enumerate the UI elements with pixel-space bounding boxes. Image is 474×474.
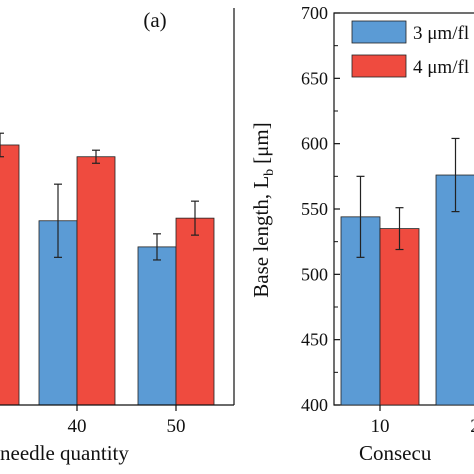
legend-label-series1: 3 μm/fl (413, 23, 469, 44)
legend: 3 μm/fl 4 μm/fl (351, 20, 469, 78)
error-bar-partial (0, 132, 4, 158)
y-axis-label-subscript: b (262, 169, 277, 176)
y-tick-label-600: 600 (301, 134, 328, 154)
panel-b-x-axis-label: Consecu (359, 441, 432, 465)
panel-b: 400 450 500 550 600 650 700 10 2 Base length, L… (249, 3, 474, 465)
legend-swatch-series2 (351, 54, 407, 78)
y-axis-label-main: Base length, L (249, 176, 273, 298)
error-bar-40-series2 (92, 149, 100, 164)
panel-a-marks (0, 132, 215, 406)
panel-b-y-axis-label: Base length, Lb [μm] (249, 122, 277, 297)
error-bar-10-series1 (356, 175, 365, 258)
legend-label-series2: 4 μm/fl (413, 57, 469, 78)
panel-b-x-ticks: 10 2 (371, 405, 474, 437)
bar-2-series1 (435, 174, 474, 406)
bar-partial-series2 (0, 144, 20, 406)
panel-b-y-ticks: 400 450 500 550 600 650 700 (301, 3, 340, 415)
bar-50-series2 (175, 217, 215, 406)
panel-b-marks (340, 137, 474, 406)
y-tick-label-550: 550 (301, 199, 328, 219)
y-tick-label-500: 500 (301, 264, 328, 284)
y-tick-label-700: 700 (301, 3, 328, 23)
x-tick-label-10: 10 (371, 416, 390, 437)
error-bar-50-series1 (153, 233, 161, 261)
panel-a: (a) needle quantity 40 50 (0, 8, 235, 465)
error-bar-40-series1 (54, 183, 62, 258)
y-axis-label-unit: [μm] (249, 122, 273, 164)
bar-10-series2 (379, 228, 420, 406)
error-bar-2-series1 (451, 137, 460, 213)
y-tick-label-450: 450 (301, 330, 328, 350)
panel-a-label: (a) (143, 8, 166, 32)
x-tick-label-2: 2 (470, 416, 474, 437)
x-tick-label-40: 40 (68, 416, 87, 437)
panel-a-x-axis-label: needle quantity (0, 441, 129, 465)
error-bar-10-series2 (395, 207, 404, 251)
legend-swatch-series1 (351, 20, 407, 44)
bar-40-series2 (76, 156, 116, 406)
panel-a-x-ticks: 40 50 (68, 405, 186, 437)
y-tick-label-650: 650 (301, 68, 328, 88)
x-tick-label-50: 50 (167, 416, 186, 437)
bar-50-series1 (137, 246, 177, 406)
error-bar-50-series2 (191, 200, 199, 236)
y-tick-label-400: 400 (301, 395, 328, 415)
